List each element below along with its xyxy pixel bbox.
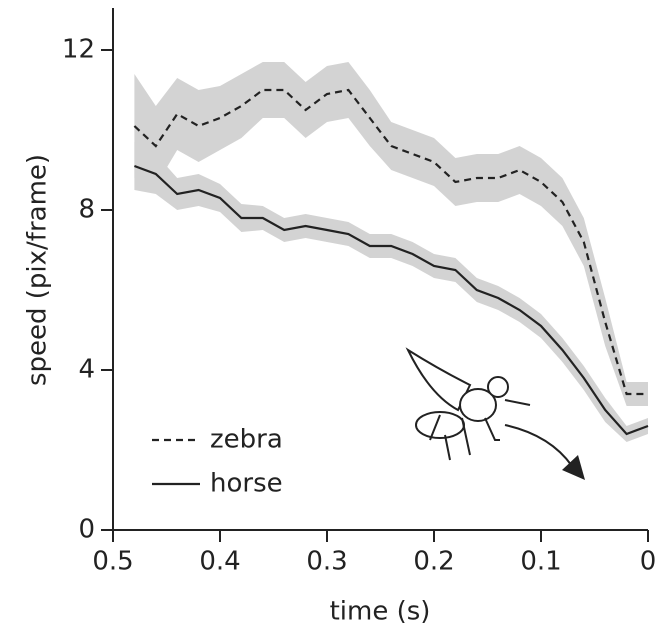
y-tick-label: 12 xyxy=(62,35,95,65)
y-tick-label: 4 xyxy=(78,355,95,385)
foreground: 0 4 8 12 0.5 0.4 0.3 0.2 0.1 0 zebra horse xyxy=(62,8,656,577)
x-tick-label: 0 xyxy=(640,547,657,577)
error-band xyxy=(134,142,648,442)
chart: time (s) speed (pix/frame) 0 4 8 12 0.5 0.4 0.… xyxy=(0,0,657,634)
y-tick-label: 8 xyxy=(78,195,95,225)
x-tick-label: 0.3 xyxy=(306,547,347,577)
y-axis-label: speed (pix/frame) xyxy=(23,154,53,386)
legend-label: zebra xyxy=(210,425,283,455)
x-tick-label: 0.2 xyxy=(413,547,454,577)
y-tick-label: 0 xyxy=(78,515,95,545)
x-tick-label: 0.5 xyxy=(92,547,133,577)
x-tick-label: 0.4 xyxy=(199,547,240,577)
fly-illustration xyxy=(408,350,530,460)
legend-label: horse xyxy=(210,469,283,499)
x-tick-label: 0.1 xyxy=(520,547,561,577)
arrow xyxy=(505,425,572,466)
x-axis-label: time (s) xyxy=(330,597,431,627)
